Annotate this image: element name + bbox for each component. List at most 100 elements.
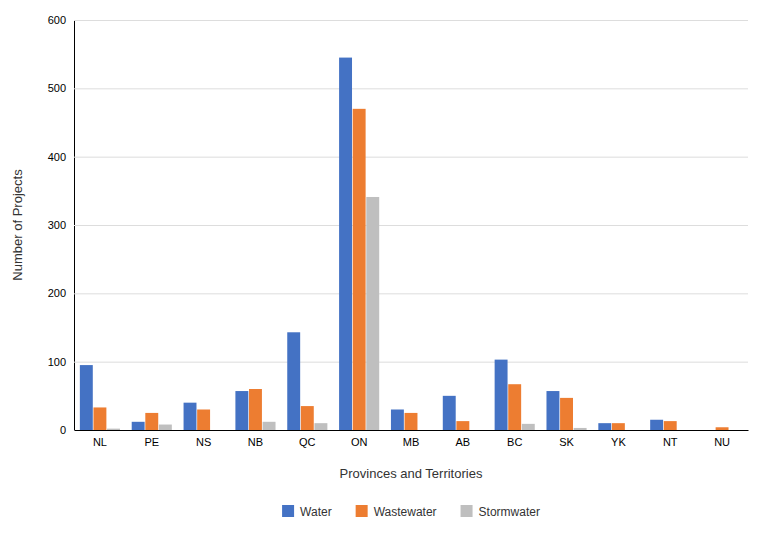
bar [598,423,611,430]
y-tick-label: 200 [48,287,66,299]
bar [80,365,93,430]
bar [301,406,314,430]
legend-label: Water [300,505,332,519]
y-tick-label: 600 [48,14,66,26]
grid-line [74,362,748,363]
y-tick-label: 0 [60,424,66,436]
chart: 0 100 200 300 400 500 600 NL PE NS NB QC ON MB AB BC SK Y… [0,0,772,542]
x-tick-label: YK [611,436,626,448]
bar [287,332,300,430]
x-tick: SK [559,436,574,448]
bar [650,420,663,430]
legend: Water Wastewater Stormwater [282,505,540,519]
x-tick: NU [714,436,730,448]
bar [159,425,172,430]
bar-series [107,197,587,430]
x-tick: AB [456,436,471,448]
y-tick: 100 [48,356,748,368]
x-tick-label: BC [507,436,522,448]
grid-line [74,20,748,21]
bar [405,413,418,430]
bar [314,423,327,430]
x-tick-label: NB [248,436,263,448]
legend-item: Stormwater [461,505,540,519]
legend-swatch [282,505,294,517]
bar [391,410,404,431]
x-tick: PE [144,436,159,448]
bar-series [80,58,663,430]
bar [443,396,456,430]
x-tick: MB [403,436,420,448]
x-tick-label: NL [93,436,107,448]
y-tick-label: 500 [48,82,66,94]
x-tick-label: QC [299,436,316,448]
bar [132,422,145,430]
plot: 0 100 200 300 400 500 600 NL PE NS NB QC ON MB AB BC SK Y… [48,14,749,448]
bar [664,421,677,430]
y-tick: 200 [48,287,748,299]
x-tick: NS [196,436,211,448]
bar [339,58,352,430]
bar [366,197,379,430]
bar [522,424,535,430]
y-tick: 500 [48,82,748,94]
x-tick: NT [663,436,678,448]
legend-item: Water [282,505,332,519]
bar [235,391,248,430]
bar [729,430,742,431]
bar [211,430,224,431]
bar [626,430,639,431]
bar [612,423,625,430]
bars [80,58,729,430]
y-tick-label: 300 [48,219,66,231]
bar [574,428,587,430]
legend-swatch [461,505,473,517]
bar [560,398,573,430]
x-tick: NB [248,436,263,448]
grid-line [74,293,748,294]
y-tick-label: 400 [48,151,66,163]
x-tick-label: AB [456,436,471,448]
x-tick-label: MB [403,436,420,448]
bar-series [93,109,728,430]
grid-line [74,225,748,226]
x-tick-label: SK [559,436,574,448]
bar [418,430,431,431]
y-tick-label: 100 [48,356,66,368]
x-tick: QC [299,436,316,448]
x-tick-label: NU [714,436,730,448]
x-tick: YK [611,436,626,448]
legend-label: Wastewater [374,505,437,519]
x-tick: BC [507,436,522,448]
x-axis-line [75,430,749,431]
bar [197,410,210,431]
grid-line [74,430,748,431]
bar [249,389,262,430]
x-tick-label: ON [351,436,368,448]
bar [495,360,508,430]
bar [93,407,106,430]
x-tick: ON [351,436,368,448]
x-tick: NL [93,436,107,448]
bar [716,427,729,430]
y-tick: 600 [48,14,748,26]
bar [263,422,276,430]
legend-item: Wastewater [356,505,437,519]
bar [470,430,483,431]
x-axis-title: Provinces and Territories [340,466,483,481]
bar [702,430,715,431]
y-tick: 0 [60,424,748,436]
bar [546,391,559,430]
bar [353,109,366,430]
x-tick-label: PE [144,436,159,448]
legend-label: Stormwater [479,505,540,519]
bar [145,413,158,430]
y-axis: 0 100 200 300 400 500 600 [48,14,748,436]
x-tick-label: NT [663,436,678,448]
legend-swatch [356,505,368,517]
bar [184,403,197,430]
y-tick: 300 [48,219,748,231]
grid-line [74,157,748,158]
x-axis: NL PE NS NB QC ON MB AB BC SK YK NT NU [75,431,749,448]
bar [677,430,690,431]
